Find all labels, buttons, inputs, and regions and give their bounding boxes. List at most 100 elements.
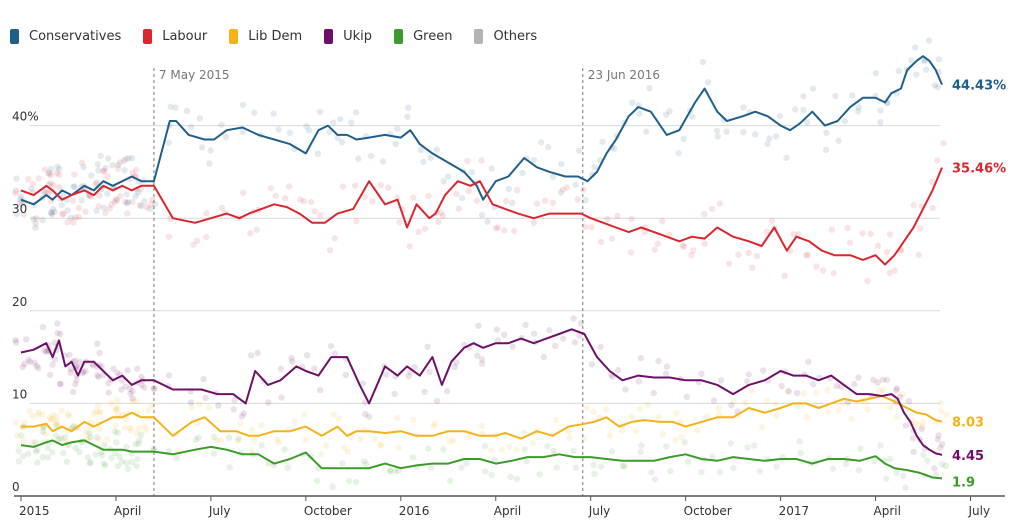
poll-dot <box>26 407 33 415</box>
poll-dot <box>286 183 293 190</box>
poll-dot <box>883 475 890 482</box>
poll-dot <box>133 398 140 405</box>
poll-dot <box>666 108 673 115</box>
poll-dot <box>404 113 411 121</box>
x-tick-label: July <box>968 504 991 518</box>
poll-dot <box>509 343 516 350</box>
poll-dot <box>648 469 655 476</box>
poll-dot <box>165 372 173 379</box>
poll-dot <box>659 218 666 225</box>
poll-dot <box>655 357 662 365</box>
poll-dot <box>128 458 135 466</box>
poll-dot <box>800 106 807 114</box>
poll-dot <box>41 166 49 173</box>
poll-dot <box>76 358 84 366</box>
poll-dot <box>121 198 129 206</box>
poll-dot <box>678 433 685 441</box>
poll-dot <box>338 138 346 146</box>
poll-dot <box>498 446 505 453</box>
poll-dot <box>111 198 118 205</box>
poll-dot <box>114 165 122 172</box>
poll-dot <box>803 413 811 421</box>
poll-dot <box>494 224 502 231</box>
poll-dot <box>15 447 22 455</box>
poll-dot <box>735 251 742 258</box>
poll-dot <box>165 139 172 146</box>
poll-dot <box>431 420 438 427</box>
legend-swatch <box>394 28 404 44</box>
poll-dot <box>55 436 62 443</box>
poll-dot <box>187 399 195 406</box>
poll-dot <box>714 133 721 140</box>
poll-dot <box>192 436 200 444</box>
poll-dot <box>147 205 154 213</box>
poll-dot <box>53 169 60 177</box>
poll-dot <box>34 411 41 418</box>
poll-dot <box>446 477 454 484</box>
legend-swatch <box>474 28 484 44</box>
poll-dot <box>713 127 721 134</box>
poll-dot <box>78 159 86 166</box>
poll-dot <box>433 146 441 153</box>
poll-dot <box>919 423 926 430</box>
poll-dot <box>13 339 20 346</box>
poll-dot <box>39 428 47 436</box>
poll-dot <box>851 381 858 388</box>
poll-dot <box>141 198 148 205</box>
poll-dot <box>352 109 360 116</box>
poll-dot <box>215 402 222 409</box>
poll-dot <box>103 436 111 443</box>
poll-dot <box>258 422 265 429</box>
poll-dot <box>93 408 100 415</box>
poll-dot <box>708 205 716 213</box>
poll-dot <box>533 200 541 207</box>
poll-dot <box>248 447 255 454</box>
poll-dot <box>559 186 567 193</box>
poll-dot <box>683 393 691 401</box>
poll-dot <box>44 454 52 461</box>
poll-dot <box>744 444 751 451</box>
poll-dot <box>147 201 155 208</box>
poll-dot <box>482 468 489 475</box>
poll-dot <box>773 463 780 470</box>
poll-dot <box>846 239 854 246</box>
poll-dot <box>829 465 837 472</box>
poll-dot <box>751 442 758 449</box>
poll-dot <box>50 411 57 419</box>
poll-dot <box>478 355 486 363</box>
poll-dot <box>41 347 48 354</box>
poll-dot <box>590 461 597 469</box>
poll-dot <box>72 380 79 388</box>
poll-dot <box>465 434 473 441</box>
poll-dot <box>603 405 610 413</box>
poll-dot <box>142 427 150 434</box>
poll-dot <box>198 144 206 151</box>
poll-dot <box>614 366 622 374</box>
end-label-ukip: 4.45 <box>952 449 984 464</box>
poll-dot <box>621 463 628 470</box>
poll-dot <box>680 135 687 143</box>
poll-dot <box>348 119 355 126</box>
poll-dot <box>570 447 577 455</box>
poll-dot <box>93 179 100 186</box>
poll-dot <box>751 131 759 138</box>
poll-dot <box>314 150 322 158</box>
poll-dot <box>597 343 604 351</box>
poll-dot <box>619 426 626 434</box>
poll-dot <box>251 436 258 444</box>
poll-dot <box>132 193 139 200</box>
poll-dot <box>120 157 128 164</box>
poll-dot <box>150 385 157 392</box>
y-tick-label: 0 <box>12 480 20 494</box>
poll-dot <box>763 228 770 235</box>
poll-dot <box>720 116 728 123</box>
poll-dot <box>395 444 402 451</box>
poll-dot <box>790 231 797 238</box>
poll-dot <box>54 320 61 327</box>
x-tick-label: July <box>588 504 611 518</box>
poll-dot <box>247 352 255 359</box>
poll-dot <box>545 143 552 151</box>
poll-dot <box>277 365 285 372</box>
poll-dot <box>629 99 636 107</box>
poll-dot <box>133 462 140 470</box>
